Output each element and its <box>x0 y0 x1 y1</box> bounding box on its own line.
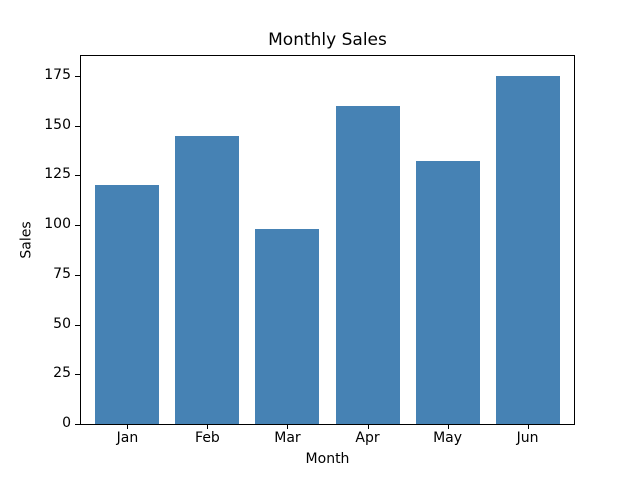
bar-mar <box>255 229 320 424</box>
y-tick-label-100: 100 <box>44 216 71 233</box>
y-tick-label-75: 75 <box>53 265 71 282</box>
x-tick-mark <box>207 425 209 429</box>
x-tick-mark <box>287 425 289 429</box>
x-tick-mark <box>367 425 369 429</box>
x-tick-mark <box>447 425 449 429</box>
y-tick-mark <box>75 75 80 77</box>
x-tick-label-jan: Jan <box>116 430 139 446</box>
bar-may <box>415 161 480 424</box>
y-tick-label-50: 50 <box>53 315 71 332</box>
y-tick-mark <box>75 125 80 127</box>
y-tick-mark <box>75 374 80 376</box>
x-tick-label-jun: Jun <box>516 430 539 446</box>
y-tick-mark <box>75 424 80 425</box>
plot-area <box>80 55 575 425</box>
bar-jun <box>495 75 560 424</box>
y-tick-label-25: 25 <box>53 365 71 382</box>
x-tick-label-may: May <box>433 430 463 446</box>
bar-apr <box>335 105 400 424</box>
x-tick-label-mar: Mar <box>274 430 301 446</box>
x-tick-mark <box>127 425 129 429</box>
y-tick-mark <box>75 324 80 326</box>
x-axis-label: Month <box>305 451 350 467</box>
bar-feb <box>175 135 240 424</box>
x-tick-label-feb: Feb <box>195 430 220 446</box>
y-tick-label-175: 175 <box>44 66 71 83</box>
y-tick-label-150: 150 <box>44 116 71 133</box>
x-tick-label-apr: Apr <box>355 430 380 446</box>
bars-group <box>81 56 574 424</box>
y-tick-label-125: 125 <box>44 166 71 183</box>
bar-jan <box>95 185 160 424</box>
y-tick-mark <box>75 175 80 177</box>
chart-title: Monthly Sales <box>268 30 387 50</box>
y-tick-label-0: 0 <box>62 415 71 431</box>
y-tick-mark <box>75 274 80 276</box>
y-tick-mark <box>75 225 80 227</box>
x-tick-mark <box>527 425 529 429</box>
